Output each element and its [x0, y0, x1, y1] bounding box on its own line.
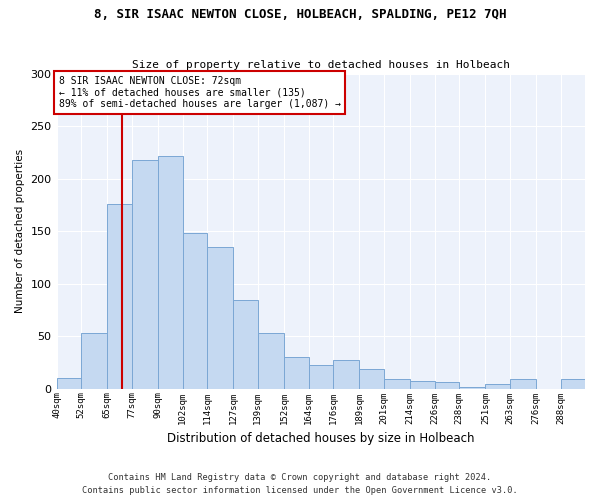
Bar [410, 382, 434, 388]
Bar [459, 386, 485, 388]
Bar [560, 379, 585, 388]
Bar [434, 382, 459, 388]
Bar [308, 364, 333, 388]
Text: 8, SIR ISAAC NEWTON CLOSE, HOLBEACH, SPALDING, PE12 7QH: 8, SIR ISAAC NEWTON CLOSE, HOLBEACH, SPA… [94, 8, 506, 20]
Bar [107, 204, 132, 388]
Bar [132, 160, 158, 388]
Bar [158, 156, 182, 388]
Bar [384, 379, 410, 388]
Bar [284, 357, 308, 388]
Text: Contains HM Land Registry data © Crown copyright and database right 2024.
Contai: Contains HM Land Registry data © Crown c… [82, 474, 518, 495]
Y-axis label: Number of detached properties: Number of detached properties [15, 150, 25, 314]
Bar [81, 333, 107, 388]
Bar [333, 360, 359, 388]
Bar [56, 378, 81, 388]
Bar [485, 384, 510, 388]
Bar [182, 234, 207, 388]
Bar [359, 368, 384, 388]
Text: 8 SIR ISAAC NEWTON CLOSE: 72sqm
← 11% of detached houses are smaller (135)
89% o: 8 SIR ISAAC NEWTON CLOSE: 72sqm ← 11% of… [59, 76, 341, 110]
Bar [233, 300, 258, 388]
X-axis label: Distribution of detached houses by size in Holbeach: Distribution of detached houses by size … [167, 432, 475, 445]
Bar [207, 247, 233, 388]
Bar [510, 379, 536, 388]
Bar [258, 333, 284, 388]
Title: Size of property relative to detached houses in Holbeach: Size of property relative to detached ho… [132, 60, 510, 70]
